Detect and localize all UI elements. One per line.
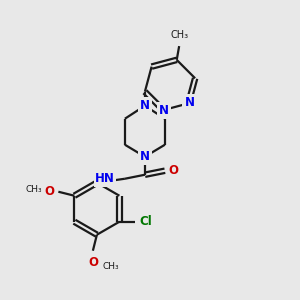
Text: Cl: Cl bbox=[139, 215, 152, 228]
Text: CH₃: CH₃ bbox=[26, 185, 42, 194]
Text: CH₃: CH₃ bbox=[103, 262, 119, 271]
Text: HN: HN bbox=[95, 172, 115, 185]
Text: O: O bbox=[168, 164, 178, 177]
Text: N: N bbox=[140, 99, 150, 112]
Text: N: N bbox=[184, 96, 194, 110]
Text: N: N bbox=[140, 150, 150, 163]
Text: N: N bbox=[159, 104, 169, 117]
Text: O: O bbox=[88, 256, 98, 269]
Text: O: O bbox=[44, 185, 54, 198]
Text: CH₃: CH₃ bbox=[170, 30, 188, 40]
